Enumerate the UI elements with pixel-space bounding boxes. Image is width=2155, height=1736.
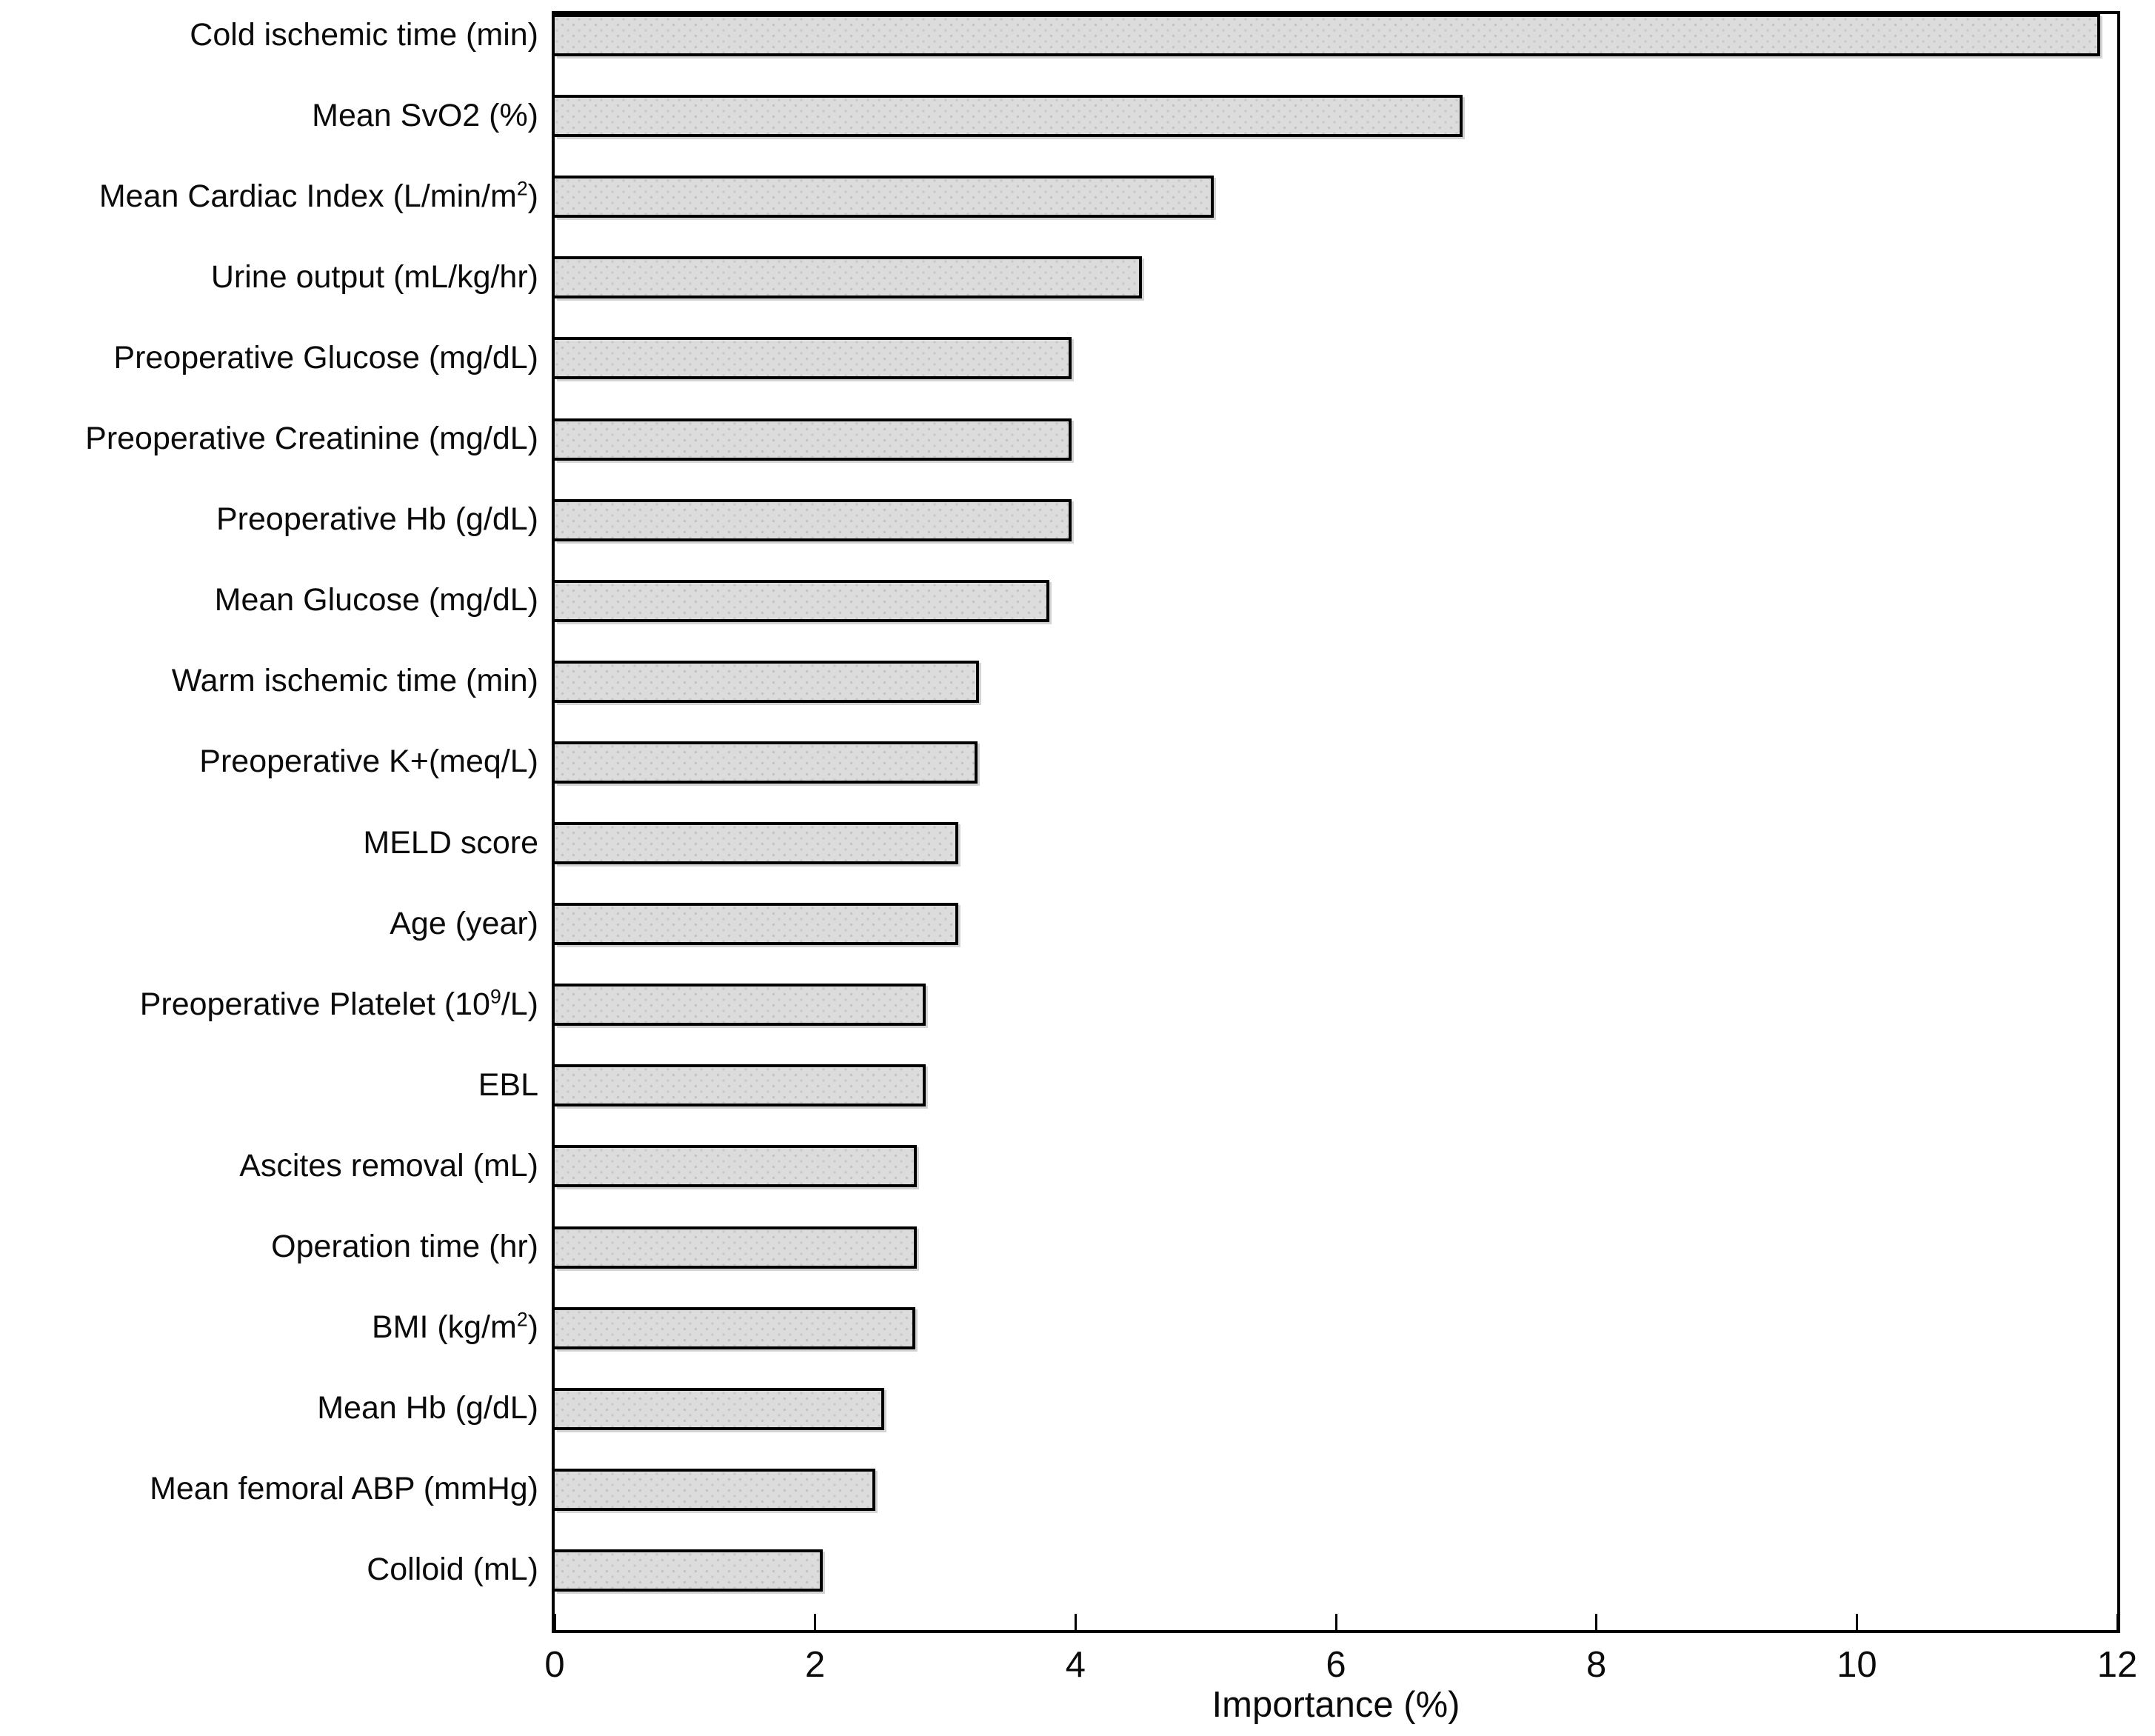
x-tick-mark xyxy=(2116,1614,2119,1630)
bar xyxy=(555,1306,916,1349)
bar xyxy=(555,741,978,784)
category-label: Warm ischemic time (min) xyxy=(171,663,538,699)
x-tick-label: 6 xyxy=(1326,1645,1346,1685)
bar xyxy=(555,1468,875,1511)
bar xyxy=(555,337,1072,380)
bar xyxy=(555,14,2101,56)
x-tick-label: 12 xyxy=(2096,1645,2138,1685)
bar xyxy=(555,903,959,946)
bar xyxy=(555,822,959,864)
category-label: Urine output (mL/kg/hr) xyxy=(210,258,538,295)
category-label: Mean Hb (g/dL) xyxy=(317,1390,538,1426)
category-label: MELD score xyxy=(363,824,538,861)
category-label: Preoperative Hb (g/dL) xyxy=(216,501,538,538)
x-tick-mark xyxy=(553,1614,556,1630)
plot-area xyxy=(552,11,2120,1633)
x-tick-mark xyxy=(1074,1614,1077,1630)
x-tick-mark xyxy=(814,1614,817,1630)
bar xyxy=(555,579,1050,622)
x-tick-label: 10 xyxy=(1837,1645,1877,1685)
bar xyxy=(555,1226,917,1269)
category-label: Preoperative K+(meq/L) xyxy=(199,744,538,780)
bar xyxy=(555,1387,884,1430)
category-label: Preoperative Creatinine (mg/dL) xyxy=(85,421,538,456)
category-label: Preoperative Glucose (mg/dL) xyxy=(113,339,538,375)
bar xyxy=(555,418,1072,461)
category-label: Mean Cardiac Index (L/min/m2) xyxy=(98,177,538,214)
bar xyxy=(555,1549,823,1592)
category-label: Age (year) xyxy=(390,905,538,941)
category-label: Ascites removal (mL) xyxy=(239,1147,538,1184)
x-tick-label: 0 xyxy=(544,1645,565,1685)
bar xyxy=(555,256,1142,299)
bar xyxy=(555,1064,926,1107)
category-label: Colloid (mL) xyxy=(367,1552,538,1588)
bar xyxy=(555,660,980,703)
category-label: Preoperative Platelet (109/L) xyxy=(139,985,538,1022)
category-label: Operation time (hr) xyxy=(271,1229,538,1264)
x-axis-title: Importance (%) xyxy=(1212,1685,1460,1725)
category-label: Mean femoral ABP (mmHg) xyxy=(150,1471,538,1507)
category-label: EBL xyxy=(478,1066,538,1103)
x-tick-mark xyxy=(1595,1614,1598,1630)
bar xyxy=(555,95,1463,138)
bar xyxy=(555,1145,917,1188)
category-label: Mean Glucose (mg/dL) xyxy=(214,582,538,618)
x-tick-label: 8 xyxy=(1586,1645,1607,1685)
x-tick-label: 2 xyxy=(805,1645,826,1685)
bar xyxy=(555,984,926,1026)
category-label: BMI (kg/m2) xyxy=(371,1308,538,1346)
x-tick-label: 4 xyxy=(1065,1645,1086,1685)
category-label: Cold ischemic time (min) xyxy=(190,16,538,53)
x-tick-mark xyxy=(1855,1614,1858,1630)
bar xyxy=(555,498,1072,541)
bar xyxy=(555,176,1214,218)
x-tick-mark xyxy=(1334,1614,1337,1630)
category-label: Mean SvO2 (%) xyxy=(312,97,538,133)
